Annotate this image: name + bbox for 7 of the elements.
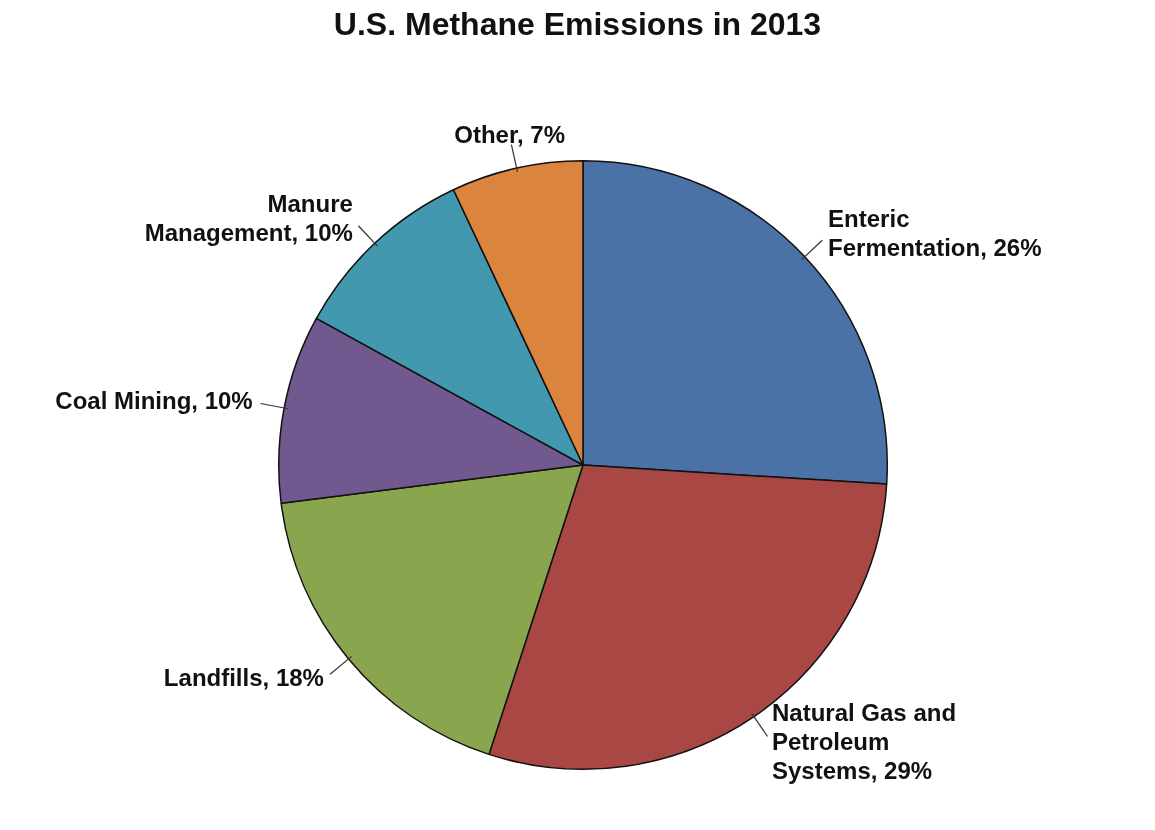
slice-label: Manure Management, 10% (144, 190, 353, 247)
slice-label: Enteric Fermentation, 26% (828, 204, 1042, 261)
slice-label: Natural Gas and Petroleum Systems, 29% (772, 698, 957, 784)
slice-label: Coal Mining, 10% (55, 386, 253, 414)
slice-label: Landfills, 18% (163, 663, 324, 691)
slice-label: Other, 7% (454, 121, 566, 149)
chart-title: U.S. Methane Emissions in 2013 (332, 6, 823, 43)
